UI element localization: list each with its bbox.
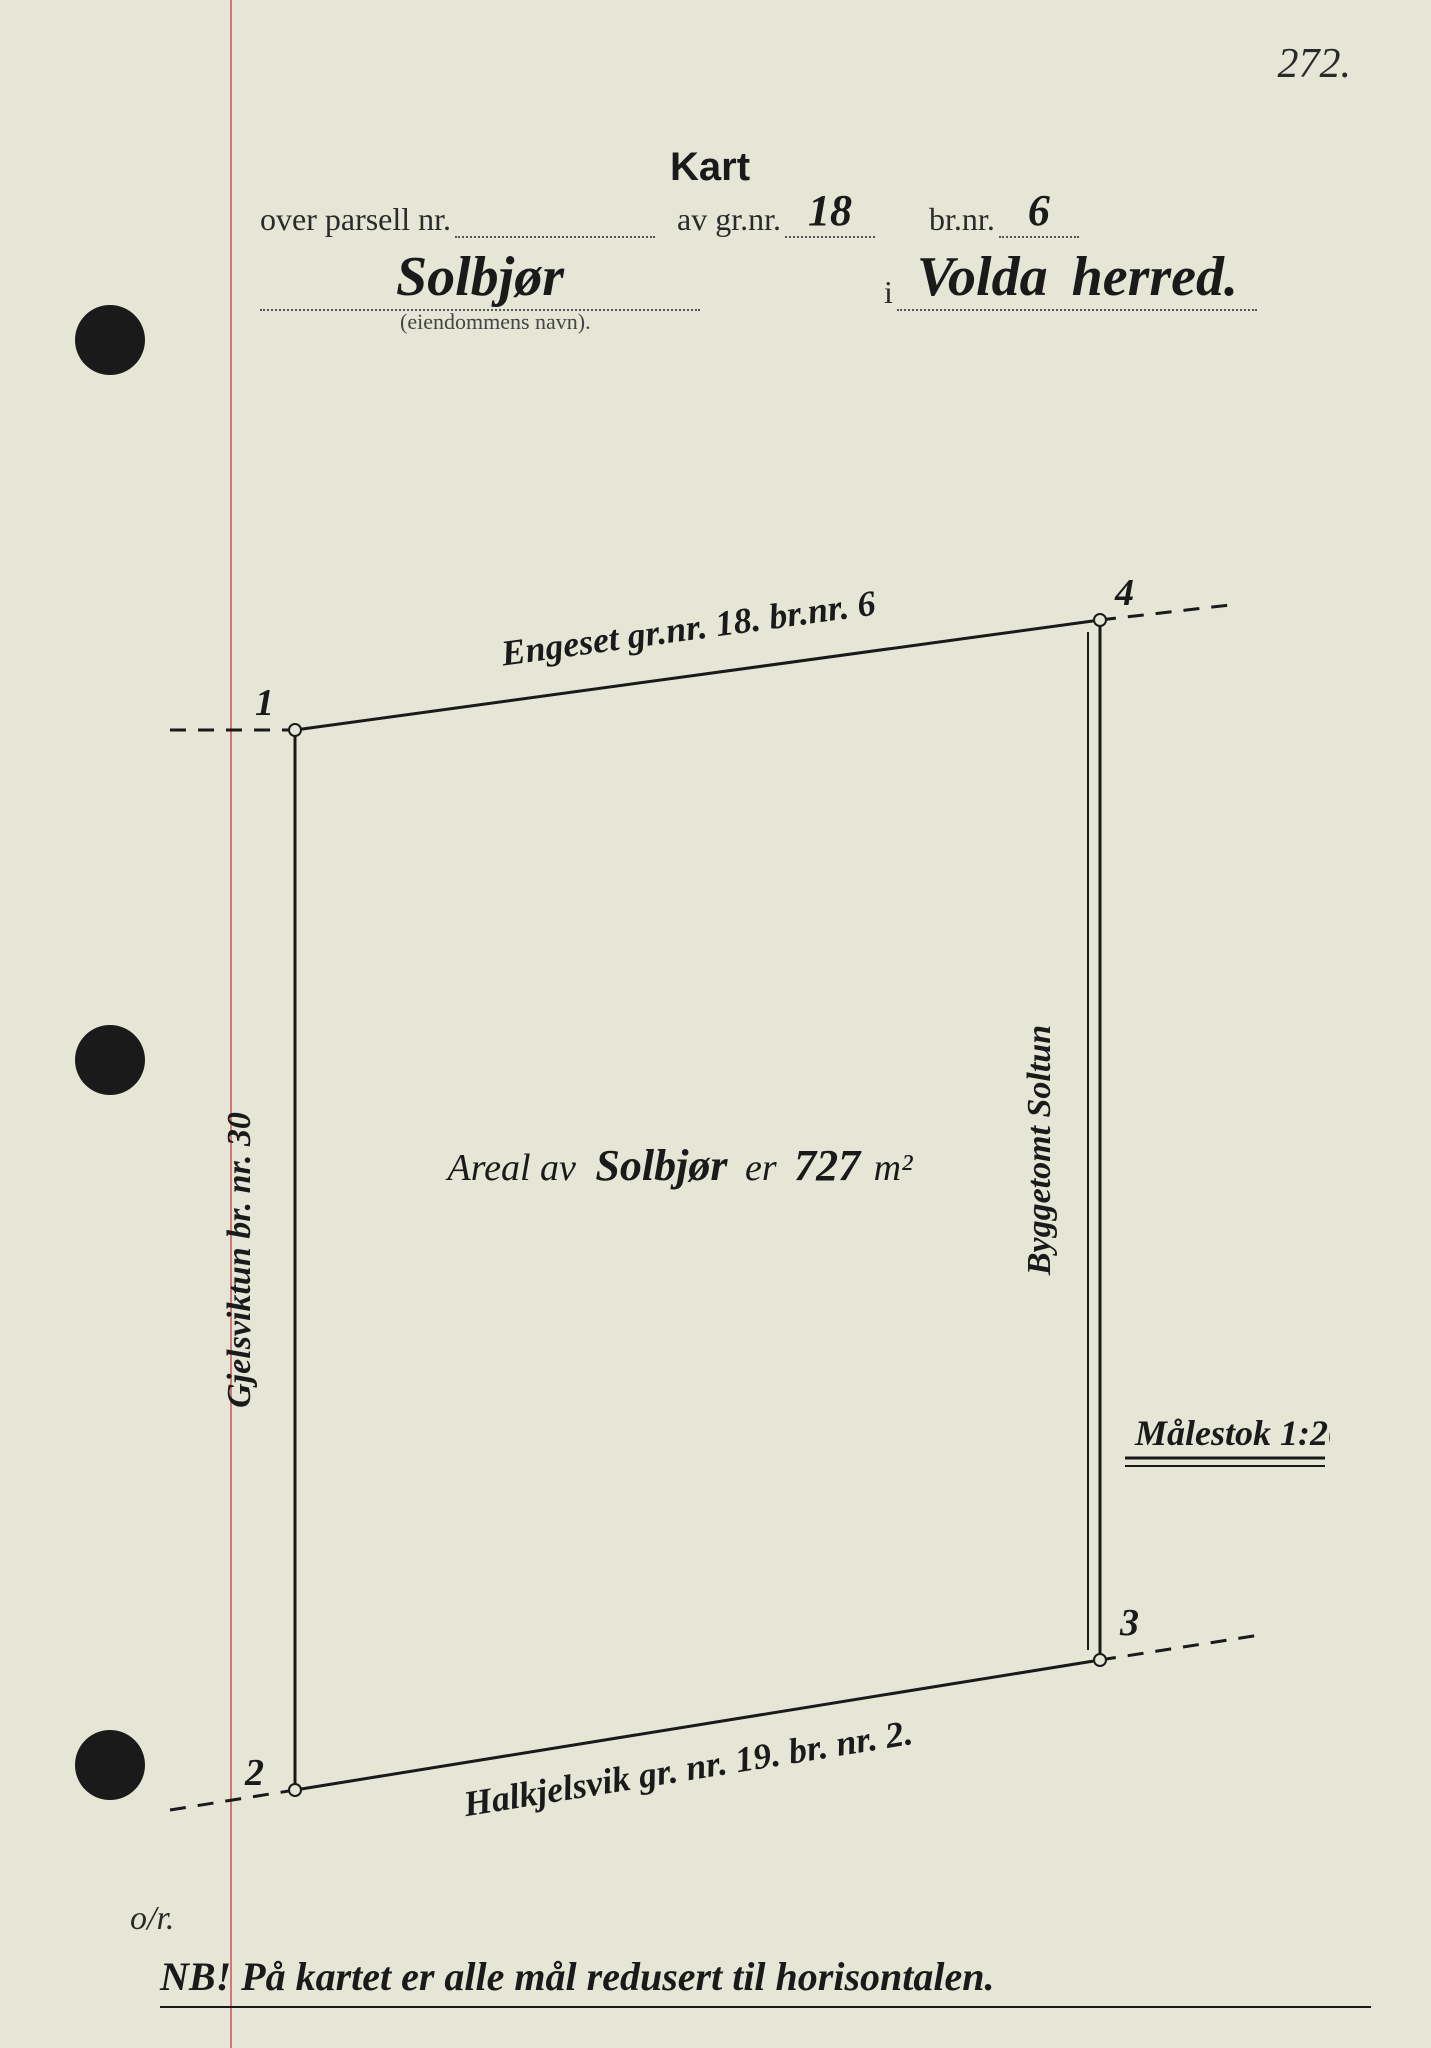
i-label: i [884, 274, 893, 310]
parsell-blank [455, 236, 655, 238]
center-mid: er [745, 1147, 777, 1189]
herred-suffix: herred. [1072, 246, 1238, 308]
brnr-value: 6 [1028, 186, 1050, 235]
scale-label: Målestok 1:200 [1134, 1413, 1330, 1453]
kart-title: Kart [670, 145, 750, 190]
corner-1-marker [289, 724, 301, 736]
property-name-sublabel: (eiendommens navn). [400, 309, 591, 335]
center-value: 727 [794, 1141, 862, 1190]
edge-bottom-label: Halkjelsvik gr. nr. 19. br. nr. 2. [460, 1712, 916, 1824]
center-area-text: Areal av Solbjør er 727 m² [445, 1141, 914, 1190]
brnr-blank: 6 [999, 185, 1079, 238]
edge-top-label: Engeset gr.nr. 18. br.nr. 6 [498, 583, 878, 674]
property-name: Solbjør [396, 246, 564, 308]
corner-4-marker [1094, 614, 1106, 626]
property-name-blank: Solbjør [260, 245, 700, 311]
form-line-2: Solbjør i Volda herred. [260, 245, 1311, 305]
herred-name: Volda [917, 246, 1048, 308]
center-property-name: Solbjør [595, 1141, 728, 1190]
footnote-text: NB! På kartet er alle mål redusert til h… [160, 1953, 1371, 2008]
av-grnr-label: av gr.nr. [677, 201, 781, 237]
corner-3-marker [1094, 1654, 1106, 1666]
edge-right-label: Byggetomt Soltun [1021, 1025, 1058, 1276]
corner-3-label: 3 [1119, 1602, 1139, 1644]
grnr-value: 18 [808, 186, 852, 235]
brnr-label: br.nr. [929, 201, 995, 237]
corner-4-label: 4 [1114, 572, 1134, 614]
corner-2-marker [289, 1784, 301, 1796]
herred-blank: Volda herred. [897, 245, 1257, 311]
dash-ext-bl [170, 1790, 295, 1810]
center-unit: m² [874, 1147, 913, 1189]
center-prefix: Areal av [445, 1147, 577, 1189]
corner-2-label: 2 [244, 1752, 264, 1794]
form-line-1: over parsell nr. av gr.nr. 18 br.nr. 6 [260, 185, 1311, 235]
parcel-map: 1 2 3 4 Engeset gr.nr. 18. br.nr. 6 Gjel… [130, 460, 1330, 1880]
over-parsell-label: over parsell nr. [260, 201, 451, 237]
page-number: 272. [1278, 40, 1352, 88]
document-page: 272. Kart over parsell nr. av gr.nr. 18 … [0, 0, 1431, 2048]
footnote-marker: o/r. [130, 1900, 174, 1938]
corner-1-label: 1 [255, 682, 274, 724]
grnr-blank: 18 [785, 185, 875, 238]
punch-hole [75, 305, 145, 375]
edge-left-label: Gjelsviktun br. nr. 30 [221, 1112, 258, 1408]
